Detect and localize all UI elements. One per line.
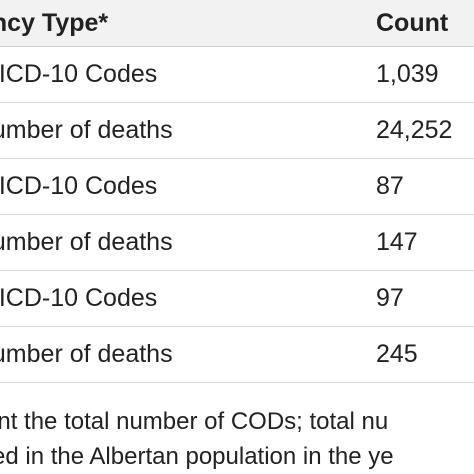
row-type-cell: e ICD-10 Codes: [0, 60, 158, 88]
row-count-cell: 245: [376, 340, 418, 368]
row-count-cell: 1,039: [376, 60, 439, 88]
row-count-cell: 97: [376, 284, 404, 312]
table-footnote: ent the total number of CODs; total nu r…: [0, 404, 474, 474]
row-count-cell: 24,252: [376, 116, 453, 144]
header-count: Count: [376, 8, 449, 37]
row-type-cell: number of deaths: [0, 340, 173, 368]
table-row: e ICD-10 Codes 97: [0, 271, 474, 327]
footnote-line: ent the total number of CODs; total nu: [0, 408, 389, 435]
footnote-line: red in the Albertan population in the ye: [0, 443, 394, 470]
table-row: number of deaths 245: [0, 327, 474, 383]
row-type-cell: number of deaths: [0, 228, 173, 256]
header-type: ency Type*: [0, 8, 109, 37]
row-type-cell: e ICD-10 Codes: [0, 284, 158, 312]
row-type-cell: number of deaths: [0, 116, 173, 144]
row-type-cell: e ICD-10 Codes: [0, 172, 158, 200]
table-row: number of deaths 24,252: [0, 103, 474, 159]
row-count-cell: 147: [376, 228, 418, 256]
table-row: number of deaths 147: [0, 215, 474, 271]
row-count-cell: 87: [376, 172, 404, 200]
table-row: e ICD-10 Codes 1,039: [0, 47, 474, 103]
table-header-row: ency Type* Count: [0, 0, 474, 47]
data-table: ency Type* Count e ICD-10 Codes 1,039 nu…: [0, 0, 474, 383]
table-row: e ICD-10 Codes 87: [0, 159, 474, 215]
